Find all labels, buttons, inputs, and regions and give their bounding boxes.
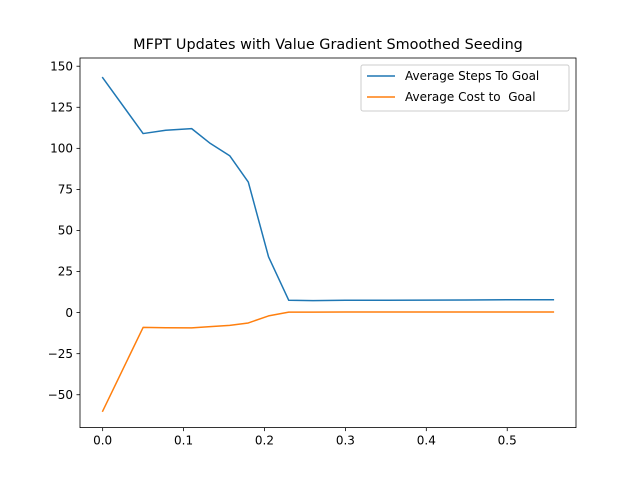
y-tick-label: 50 [58,224,73,238]
x-axis-ticks: 0.0 0.1 0.2 0.3 0.4 0.5 [93,427,517,448]
y-tick-label: 125 [50,100,73,114]
y-tick-label: 25 [58,265,73,279]
legend-label: Average Steps To Goal [405,69,539,83]
y-tick-label: −25 [48,347,73,361]
x-tick-label: 0.4 [417,434,436,448]
legend-box [360,64,570,112]
legend-label: Average Cost to Goal [405,90,536,104]
axes-frame [79,57,577,429]
y-tick-label: 150 [50,59,73,73]
y-tick-label: −50 [48,388,73,402]
chart-title: MFPT Updates with Value Gradient Smoothe… [133,37,523,53]
series-line-1 [101,76,555,302]
y-tick-label: 100 [50,142,73,156]
x-tick-label: 0.0 [93,434,112,448]
legend: Average Steps To Goal Average Cost to Goa… [360,64,570,112]
x-tick-label: 0.3 [336,434,355,448]
y-tick-label: 75 [58,183,73,197]
series-line-2 [101,311,555,413]
y-axis-ticks: −50 −25 0 25 50 75 100 125 150 [48,59,80,402]
x-tick-label: 0.2 [255,434,274,448]
plot-area [101,76,555,413]
x-tick-label: 0.1 [174,434,193,448]
y-tick-label: 0 [65,306,73,320]
x-tick-label: 0.5 [498,434,517,448]
